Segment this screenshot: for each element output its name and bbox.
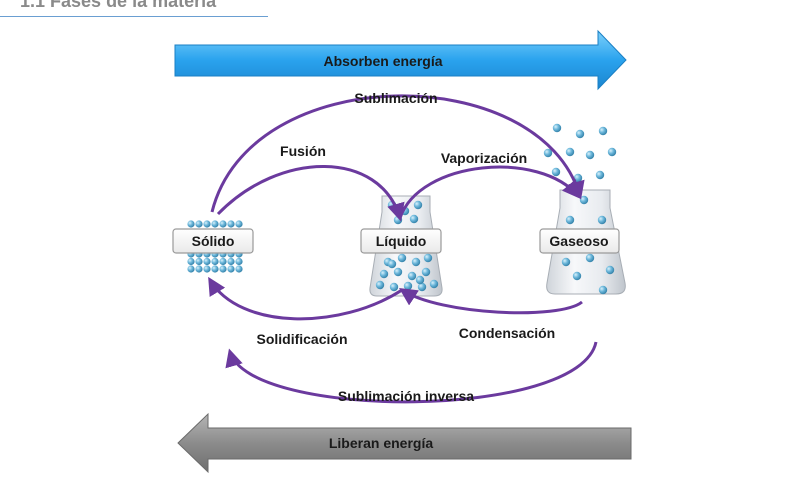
vaporization-label: Vaporización	[441, 150, 527, 166]
liquid-particle	[375, 280, 385, 290]
gas-particle	[579, 195, 589, 205]
sublimation-curve	[210, 94, 585, 213]
solid-particle	[235, 257, 243, 266]
page-header: 1.1 Fases de la materia	[0, 0, 268, 17]
solid-particle	[187, 265, 195, 273]
state-gas-box: Gaseoso	[539, 228, 620, 254]
liquid-particle	[421, 267, 431, 277]
solid-particle	[203, 265, 211, 273]
page-title: 1.1 Fases de la materia	[20, 0, 217, 11]
liquid-particle	[407, 271, 417, 281]
gas-particle	[607, 147, 617, 157]
solidification-curve	[208, 276, 403, 321]
liquid-particle	[393, 267, 403, 277]
gas-particle	[598, 126, 608, 136]
solid-particle	[227, 265, 235, 273]
liquid-particle	[403, 281, 413, 291]
solid-particle	[211, 257, 219, 266]
gas-particle	[565, 215, 575, 225]
solid-particle	[195, 257, 203, 266]
gas-particle	[572, 271, 582, 281]
gas-particle	[543, 148, 553, 158]
liquid-particle	[397, 253, 407, 263]
liquid-particle	[409, 214, 419, 224]
liquid-particle	[417, 282, 427, 292]
solid-particle	[203, 257, 211, 266]
gas-particle	[595, 170, 605, 180]
solid-particle	[227, 220, 235, 228]
transition-curves	[208, 94, 598, 404]
liquid-particle	[387, 259, 397, 269]
gas-particle	[605, 265, 615, 275]
solid-particle	[187, 257, 195, 266]
solid-particle	[195, 220, 203, 228]
solid-particle	[211, 220, 219, 228]
state-gas-label: Gaseoso	[549, 233, 608, 249]
absorb-energy-label: Absorben energía	[323, 53, 442, 69]
state-liquid-box: Líquido	[360, 228, 442, 254]
solid-particle	[227, 257, 235, 266]
solid-particle	[195, 265, 203, 273]
liquid-particle	[415, 275, 425, 285]
solid-particle	[235, 265, 243, 273]
fusion-label: Fusión	[280, 143, 326, 159]
gas-particle	[575, 129, 585, 139]
gas-particle	[565, 147, 575, 157]
solid-particle	[203, 220, 211, 228]
gas-particle	[598, 285, 608, 295]
state-solid-box: Sólido	[172, 228, 254, 254]
solid-particle	[235, 220, 243, 228]
solid-particle	[211, 265, 219, 273]
solid-particle	[219, 257, 227, 266]
vaporization-curve	[398, 165, 581, 219]
deposition-curve	[225, 341, 598, 404]
gas-particle	[561, 257, 571, 267]
gas-particle	[585, 253, 595, 263]
absorb-energy-arrow: Absorben energía	[174, 29, 627, 91]
solid-particle	[187, 220, 195, 228]
liquid-particle	[413, 200, 423, 210]
liquid-particle	[423, 253, 433, 263]
gas-particle	[585, 150, 595, 160]
release-energy-arrow: Liberan energía	[177, 412, 632, 474]
gas-beaker	[543, 123, 626, 295]
gas-particle	[597, 215, 607, 225]
gas-particle	[552, 123, 562, 133]
state-solid-label: Sólido	[192, 233, 235, 249]
solidification-label: Solidificación	[256, 331, 347, 347]
sublimation-label: Sublimación	[354, 90, 437, 106]
liquid-particle	[411, 257, 421, 267]
liquid-particle	[389, 282, 399, 292]
deposition-label: Sublimación inversa	[338, 388, 474, 404]
solid-particle	[219, 265, 227, 273]
condensation-curve	[398, 288, 583, 315]
gas-particle	[551, 167, 561, 177]
state-liquid-label: Líquido	[376, 233, 427, 249]
condensation-label: Condensación	[459, 325, 555, 341]
fusion-curve	[216, 165, 405, 222]
liquid-particle	[429, 279, 439, 289]
liquid-particle	[379, 269, 389, 279]
release-energy-label: Liberan energía	[329, 435, 433, 451]
solid-particle	[219, 220, 227, 228]
